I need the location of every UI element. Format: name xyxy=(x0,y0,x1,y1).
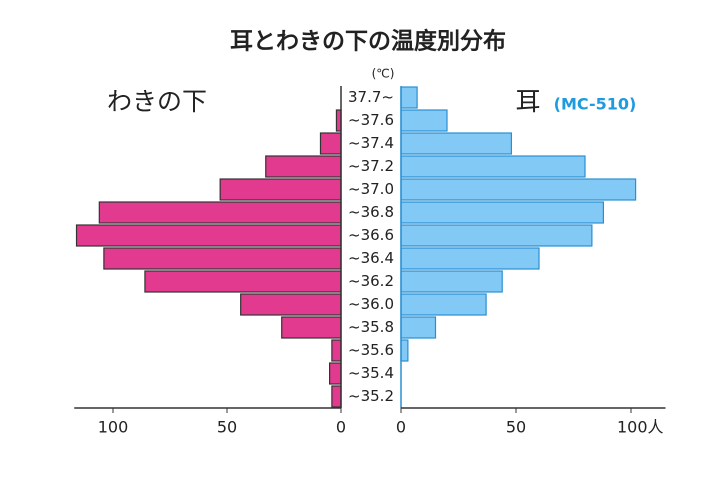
category-label: ~35.4 xyxy=(348,364,394,382)
category-label: ~35.2 xyxy=(348,387,394,405)
bar xyxy=(400,316,437,339)
x-tick-label: 0 xyxy=(396,418,406,437)
bar xyxy=(144,270,342,293)
bar xyxy=(400,132,513,155)
category-label: ~36.0 xyxy=(348,295,394,313)
bar xyxy=(103,247,342,270)
model-label: (MC-510) xyxy=(554,95,637,114)
bar xyxy=(75,224,342,247)
category-label: 37.7~ xyxy=(348,88,394,106)
category-label: ~37.0 xyxy=(348,180,394,198)
bar xyxy=(98,201,342,224)
bar xyxy=(400,293,487,316)
category-label: ~36.2 xyxy=(348,272,394,290)
legend-right: 耳 xyxy=(515,87,540,116)
bar xyxy=(400,178,637,201)
x-tick-label: 0 xyxy=(336,418,346,437)
bar xyxy=(331,385,342,408)
category-label: ~37.4 xyxy=(348,134,394,152)
bar xyxy=(400,86,418,109)
bar xyxy=(265,155,342,178)
x-tick-label: 50 xyxy=(506,418,526,437)
category-label: ~35.8 xyxy=(348,318,394,336)
bar xyxy=(400,339,409,362)
x-tick-label: 100 xyxy=(98,418,129,437)
unit-label: (℃) xyxy=(372,67,395,81)
category-label: ~37.2 xyxy=(348,157,394,175)
legend-left: わきの下 xyxy=(107,87,207,116)
bar xyxy=(281,316,342,339)
bar xyxy=(400,155,586,178)
category-label: ~36.4 xyxy=(348,249,394,267)
bar xyxy=(400,201,604,224)
bar xyxy=(240,293,342,316)
bar xyxy=(400,109,448,132)
chart-title: 耳とわきの下の温度別分布 xyxy=(230,28,506,55)
category-label: ~35.6 xyxy=(348,341,394,359)
category-label: ~36.6 xyxy=(348,226,394,244)
bar xyxy=(400,224,593,247)
bar xyxy=(319,132,342,155)
bar xyxy=(400,270,503,293)
category-label: ~37.6 xyxy=(348,111,394,129)
category-label: ~36.8 xyxy=(348,203,394,221)
bar xyxy=(219,178,342,201)
x-tick-label: 100人 xyxy=(617,418,664,437)
bar xyxy=(329,362,342,385)
bar xyxy=(400,247,540,270)
x-tick-label: 50 xyxy=(217,418,237,437)
bar xyxy=(331,339,342,362)
